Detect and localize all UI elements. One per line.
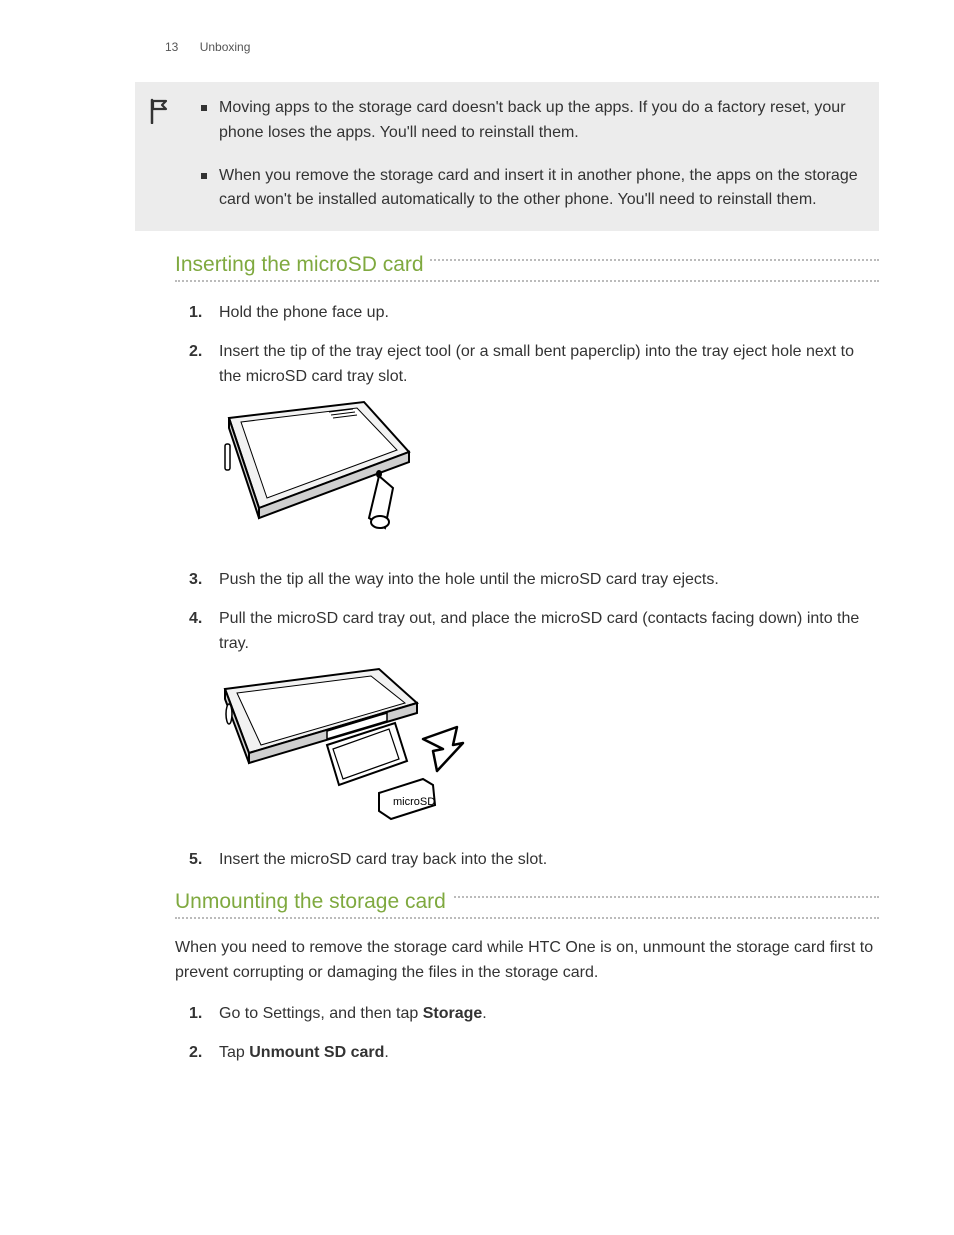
- step-text: Tap Unmount SD card.: [219, 1044, 389, 1061]
- section-heading-unmounting: Unmounting the storage card: [175, 890, 452, 914]
- steps-unmounting: 1. Go to Settings, and then tap Storage.…: [175, 1002, 879, 1066]
- step-number: 1.: [189, 301, 202, 326]
- warning-callout: Moving apps to the storage card doesn't …: [135, 82, 879, 231]
- step-item: 5. Insert the microSD card tray back int…: [175, 848, 879, 873]
- microsd-label: microSD: [393, 796, 435, 808]
- step-number: 2.: [189, 1041, 202, 1066]
- step-number: 3.: [189, 568, 202, 593]
- step-number: 4.: [189, 607, 202, 632]
- step-number: 1.: [189, 1002, 202, 1027]
- page-header: 13 Unboxing: [165, 40, 879, 54]
- manual-page: 13 Unboxing Moving apps to the storage c…: [0, 0, 954, 1120]
- callout-item: Moving apps to the storage card doesn't …: [201, 96, 861, 146]
- step-text: Insert the tip of the tray eject tool (o…: [219, 343, 854, 385]
- flag-icon: [149, 96, 177, 213]
- step-text: Insert the microSD card tray back into t…: [219, 851, 547, 868]
- header-section: Unboxing: [200, 40, 251, 54]
- callout-list: Moving apps to the storage card doesn't …: [191, 96, 861, 213]
- step-text: Pull the microSD card tray out, and plac…: [219, 610, 859, 652]
- figure-eject-tool: [219, 400, 879, 555]
- step-item: 1. Go to Settings, and then tap Storage.: [175, 1002, 879, 1027]
- section-heading-inserting: Inserting the microSD card: [175, 253, 430, 277]
- step-number: 2.: [189, 340, 202, 365]
- step-number: 5.: [189, 848, 202, 873]
- step-item: 1. Hold the phone face up.: [175, 301, 879, 326]
- step-text: Push the tip all the way into the hole u…: [219, 571, 719, 588]
- step-text: Hold the phone face up.: [219, 304, 389, 321]
- page-number: 13: [165, 40, 178, 54]
- step-item: 2. Insert the tip of the tray eject tool…: [175, 340, 879, 554]
- step-item: 2. Tap Unmount SD card.: [175, 1041, 879, 1066]
- callout-item: When you remove the storage card and ins…: [201, 164, 861, 214]
- step-item: 3. Push the tip all the way into the hol…: [175, 568, 879, 593]
- figure-insert-tray: microSD: [219, 667, 879, 834]
- step-item: 4. Pull the microSD card tray out, and p…: [175, 607, 879, 833]
- steps-inserting: 1. Hold the phone face up. 2. Insert the…: [175, 301, 879, 872]
- step-text: Go to Settings, and then tap Storage.: [219, 1005, 487, 1022]
- unmount-intro: When you need to remove the storage card…: [175, 936, 879, 986]
